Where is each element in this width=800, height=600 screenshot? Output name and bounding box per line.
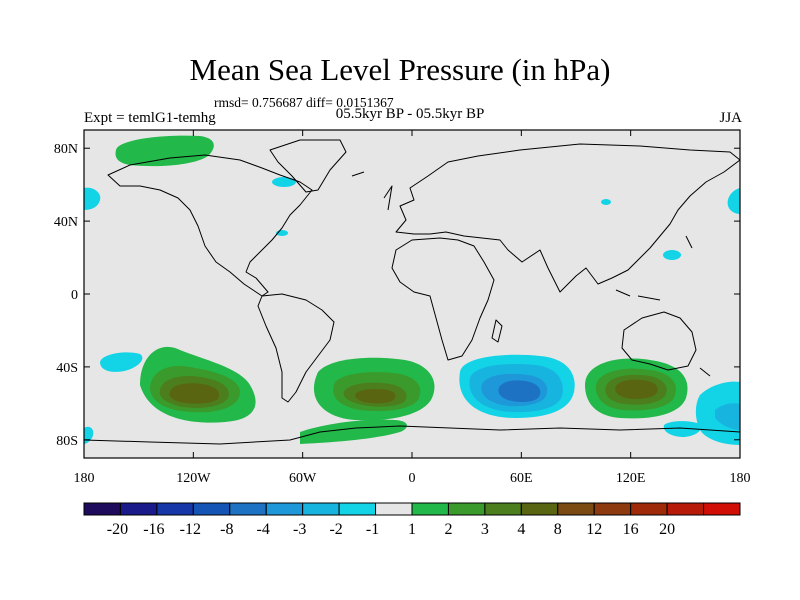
colorbar-label: 3: [481, 521, 489, 538]
coastline-islands: [351, 171, 711, 377]
colorbar-label: 2: [444, 521, 452, 538]
south-pacific-high-anomaly: [140, 346, 256, 423]
hudson-bay-low-anomaly: [272, 177, 296, 187]
x-tick-label: 60E: [510, 471, 533, 486]
colorbar-label: 8: [554, 521, 562, 538]
colorbar-swatch: [156, 502, 194, 516]
colorbar-label: 16: [623, 521, 639, 538]
coastline-eurasia: [395, 143, 740, 293]
colorbar-swatch: [338, 502, 377, 516]
anomaly-fields: [84, 135, 740, 445]
colorbar-label: -8: [220, 521, 233, 538]
west-pacific-low-anomaly: [663, 250, 681, 260]
colorbar-swatch: [593, 502, 632, 516]
colorbar: -20 -16 -12 -8 -4 -3 -2 -1 1 2 3 4 8 12 16 20: [83, 502, 741, 538]
x-tick-label: 60W: [289, 471, 317, 486]
coastline-greenland: [269, 139, 347, 193]
tasman-low-core: [715, 403, 740, 430]
coastline-africa: [391, 237, 495, 361]
axis-ticks: 180 120W 60W 0 60E 120E 180 80N 40N 0 40S 80S: [54, 130, 751, 486]
colorbar-swatch: [83, 502, 121, 516]
colorbar-swatch: [119, 502, 158, 516]
arctic-high-anomaly: [115, 135, 214, 167]
coastline-australia: [621, 311, 697, 371]
north-pacific-east-low-anomaly: [84, 187, 101, 210]
colorbar-swatch: [302, 502, 340, 516]
x-tick-label: 120E: [616, 471, 646, 486]
colorbar-swatch: [703, 502, 741, 516]
season-label: JJA: [719, 110, 742, 126]
colorbar-label: 12: [586, 521, 602, 538]
colorbar-swatch: [447, 502, 486, 516]
stats-line: rmsd= 0.756687 diff= 0.0151367: [214, 95, 394, 110]
pacific-sw-low-anomaly: [100, 352, 143, 372]
colorbar-label: -12: [180, 521, 201, 538]
period-label: 05.5kyr BP - 05.5kyr BP: [335, 106, 485, 122]
colorbar-swatch: [630, 502, 668, 516]
north-pacific-west-low-anomaly: [727, 188, 740, 214]
experiment-label: Expt = temlG1-temhg: [84, 110, 216, 126]
colorbar-label: -3: [293, 521, 306, 538]
coastline-north-america: [107, 154, 313, 297]
antarctic-coast-high-anomaly: [300, 419, 407, 444]
colorbar-swatch: [666, 502, 705, 516]
colorbar-label: -1: [366, 521, 379, 538]
colorbar-label: -4: [257, 521, 270, 538]
colorbar-swatch: [192, 502, 231, 516]
coastline-madagascar: [491, 319, 503, 343]
south-atlantic-high-anomaly: [313, 357, 435, 421]
colorbar-swatch: [520, 502, 559, 516]
colorbar-swatch: [484, 502, 522, 516]
colorbar-label: -20: [107, 521, 128, 538]
x-tick-label: 0: [409, 471, 416, 486]
coastlines: [84, 139, 740, 445]
southeast-pacific-low-anomaly: [663, 421, 702, 437]
colorbar-swatch: [411, 502, 449, 516]
colorbar-swatch: [557, 502, 595, 516]
y-tick-label: 0: [71, 288, 78, 303]
colorbar-swatch: [265, 502, 304, 516]
colorbar-label: -2: [329, 521, 342, 538]
chart-title: Mean Sea Level Pressure (in hPa): [189, 52, 611, 87]
x-tick-label: 180: [730, 471, 751, 486]
colorbar-label: 1: [408, 521, 416, 538]
colorbar-label: -16: [143, 521, 164, 538]
south-indian-high-anomaly: [585, 358, 688, 419]
x-tick-label: 180: [74, 471, 95, 486]
colorbar-label: 20: [659, 521, 675, 538]
coastline-south-america: [257, 293, 335, 403]
north-pacific-small-low-anomaly: [601, 199, 611, 205]
x-tick-label: 120W: [176, 471, 211, 486]
y-tick-label: 40S: [56, 361, 78, 376]
colorbar-swatch: [229, 502, 267, 516]
colorbar-swatch: [375, 502, 413, 516]
colorbar-label: 4: [517, 521, 525, 538]
y-tick-label: 80S: [56, 434, 78, 449]
south-indian-low-anomaly: [459, 354, 575, 418]
coastline-antarctica: [84, 425, 740, 445]
y-tick-label: 80N: [54, 142, 78, 157]
y-tick-label: 40N: [54, 215, 78, 230]
